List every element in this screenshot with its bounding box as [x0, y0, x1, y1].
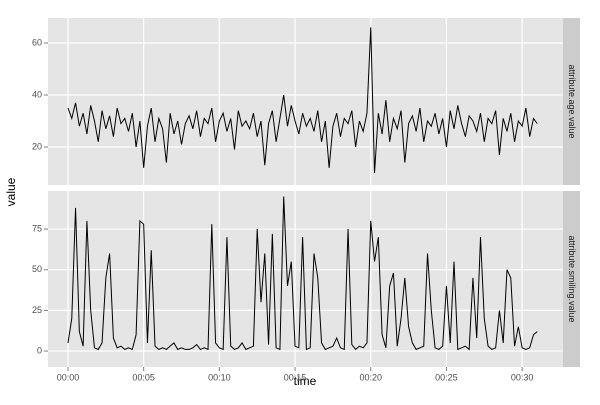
- y-axis-title: value: [4, 177, 18, 206]
- panel-background: [48, 191, 563, 367]
- x-tick-label: 00:15: [284, 372, 307, 382]
- facet-strip: [563, 18, 580, 185]
- y-tick-label: 0: [37, 345, 42, 355]
- x-tick-label: 00:20: [359, 372, 382, 382]
- x-tick-label: 00:10: [208, 372, 231, 382]
- line: [67, 27, 538, 174]
- facet-label: attribute.smiling.value: [567, 235, 577, 322]
- x-tick-label: 00:00: [57, 372, 80, 382]
- facet-strip: [563, 191, 580, 367]
- y-tick-label: 60: [32, 37, 42, 47]
- y-tick-label: 25: [32, 305, 42, 315]
- x-tick-label: 00:05: [132, 372, 155, 382]
- y-tick-label: 50: [32, 264, 42, 274]
- line: [67, 196, 538, 351]
- x-axis-title: time: [294, 374, 317, 388]
- facet-label: attribute.age.value: [567, 64, 577, 138]
- y-tick-label: 40: [32, 89, 42, 99]
- x-tick-label: 00:25: [435, 372, 458, 382]
- y-tick-label: 75: [32, 223, 42, 233]
- y-tick-label: 20: [32, 141, 42, 151]
- x-tick-label: 00:30: [511, 372, 534, 382]
- panel-background: [48, 18, 563, 185]
